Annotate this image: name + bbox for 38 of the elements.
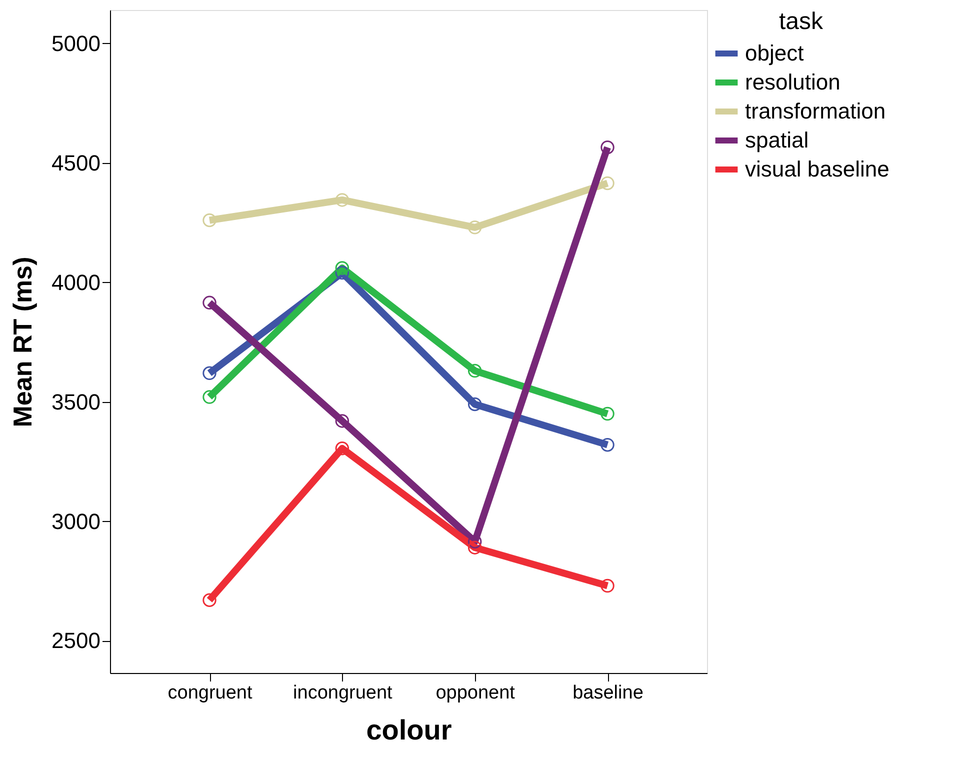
y-tick-label: 5000 xyxy=(52,30,100,56)
point xyxy=(468,364,482,378)
point xyxy=(468,534,482,548)
point xyxy=(335,193,350,207)
y-tick-label: 3500 xyxy=(52,389,100,414)
point xyxy=(468,397,482,412)
x-tick-label: opponent xyxy=(436,682,516,704)
point xyxy=(468,540,482,554)
x-axis-title: colour xyxy=(366,714,452,746)
point xyxy=(202,390,216,404)
point xyxy=(202,366,216,380)
y-tick-label: 4500 xyxy=(52,150,100,176)
point xyxy=(335,414,350,428)
y-tick-label: 4000 xyxy=(52,270,100,295)
point xyxy=(202,213,216,228)
legend-title: task xyxy=(778,8,824,35)
point xyxy=(600,438,614,452)
y-axis-title: Mean RT (ms) xyxy=(8,256,38,428)
point xyxy=(600,578,614,593)
point xyxy=(202,593,216,607)
legend-label: spatial xyxy=(745,128,809,152)
legend-label: resolution xyxy=(745,70,840,94)
x-tick-label: congruent xyxy=(168,682,253,704)
point xyxy=(335,261,350,275)
legend-label: visual baseline xyxy=(745,156,890,182)
point xyxy=(600,140,614,154)
point xyxy=(335,266,350,280)
point xyxy=(600,176,614,190)
legend-label: transformation xyxy=(745,98,886,124)
point xyxy=(468,220,482,234)
point xyxy=(202,296,216,310)
point xyxy=(335,442,350,456)
x-tick-label: baseline xyxy=(572,682,644,704)
y-tick-label: 2500 xyxy=(52,628,100,654)
point xyxy=(600,406,614,421)
legend-label: object xyxy=(745,40,804,66)
y-tick-label: 3000 xyxy=(52,508,100,534)
x-tick-label: incongruent xyxy=(293,682,394,704)
